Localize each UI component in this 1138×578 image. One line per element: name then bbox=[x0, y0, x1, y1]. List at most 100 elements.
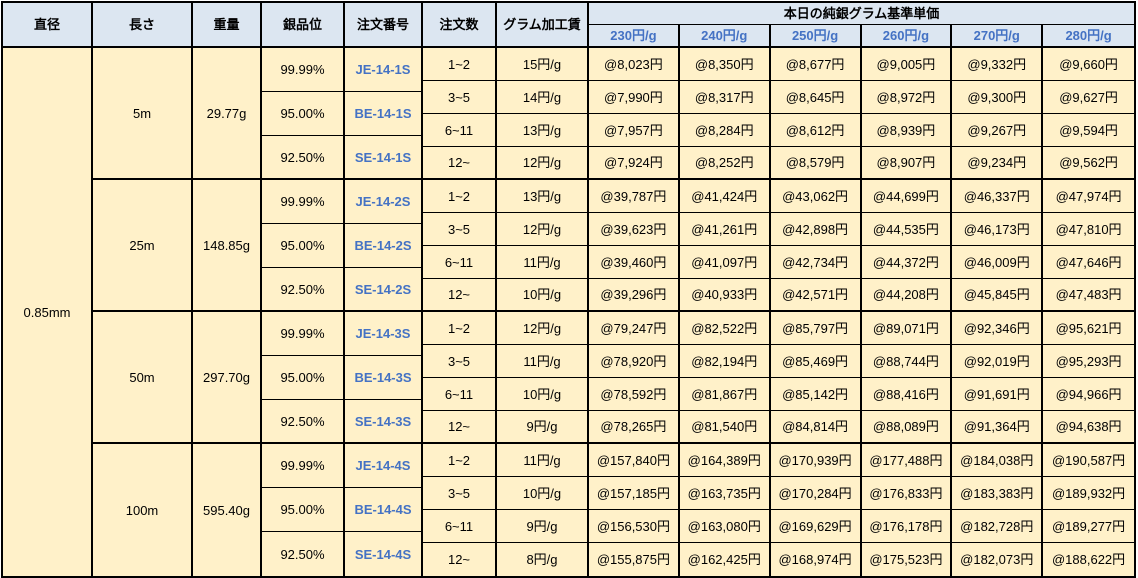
price-cell: @168,974円 bbox=[770, 543, 862, 576]
order-no-cell: SE-14-1S bbox=[345, 136, 423, 180]
weight-cell: 148.85g bbox=[193, 180, 262, 312]
price-cell: @47,810円 bbox=[1043, 213, 1134, 246]
price-cell: @9,267円 bbox=[952, 114, 1044, 147]
purity-cell: 99.99% bbox=[262, 312, 345, 356]
price-cell: @47,483円 bbox=[1043, 279, 1134, 312]
price-cell: @189,932円 bbox=[1043, 477, 1134, 510]
qty-cell: 6~11 bbox=[423, 246, 497, 279]
price-cell: @41,424円 bbox=[679, 180, 771, 213]
price-cell: @176,178円 bbox=[861, 510, 953, 543]
price-cell: @85,142円 bbox=[770, 378, 862, 411]
col-header-purity: 銀品位 bbox=[262, 3, 345, 48]
price-cell: @47,974円 bbox=[1043, 180, 1134, 213]
price-cell: @177,488円 bbox=[861, 444, 953, 477]
fee-cell: 11円/g bbox=[497, 345, 589, 378]
fee-cell: 10円/g bbox=[497, 477, 589, 510]
length-cell: 5m bbox=[93, 48, 193, 180]
price-cell: @47,646円 bbox=[1043, 246, 1134, 279]
order-no-cell: JE-14-3S bbox=[345, 312, 423, 356]
price-cell: @85,797円 bbox=[770, 312, 862, 345]
qty-cell: 12~ bbox=[423, 279, 497, 312]
order-no-cell: BE-14-2S bbox=[345, 224, 423, 268]
price-cell: @8,252円 bbox=[679, 147, 771, 180]
price-cell: @9,005円 bbox=[861, 48, 953, 81]
price-col-header-2: 250円/g bbox=[770, 25, 862, 48]
qty-cell: 6~11 bbox=[423, 378, 497, 411]
order-no-cell: BE-14-3S bbox=[345, 356, 423, 400]
price-cell: @8,612円 bbox=[770, 114, 862, 147]
price-col-header-3: 260円/g bbox=[861, 25, 953, 48]
fee-cell: 11円/g bbox=[497, 444, 589, 477]
price-cell: @8,284円 bbox=[679, 114, 771, 147]
order-no-cell: JE-14-2S bbox=[345, 180, 423, 224]
col-header-weight: 重量 bbox=[193, 3, 262, 48]
price-cell: @190,587円 bbox=[1043, 444, 1134, 477]
qty-cell: 1~2 bbox=[423, 444, 497, 477]
col-header-gram-fee: グラム加工賃 bbox=[497, 3, 589, 48]
price-cell: @8,579円 bbox=[770, 147, 862, 180]
price-cell: @9,332円 bbox=[952, 48, 1044, 81]
price-cell: @45,845円 bbox=[952, 279, 1044, 312]
price-cell: @89,071円 bbox=[861, 312, 953, 345]
fee-cell: 10円/g bbox=[497, 378, 589, 411]
price-cell: @82,194円 bbox=[679, 345, 771, 378]
purity-cell: 92.50% bbox=[262, 400, 345, 444]
price-cell: @78,265円 bbox=[589, 411, 680, 444]
price-cell: @183,383円 bbox=[952, 477, 1044, 510]
price-cell: @42,571円 bbox=[770, 279, 862, 312]
price-cell: @8,677円 bbox=[770, 48, 862, 81]
order-no-cell: JE-14-4S bbox=[345, 444, 423, 488]
price-cell: @9,300円 bbox=[952, 81, 1044, 114]
price-cell: @92,019円 bbox=[952, 345, 1044, 378]
price-cell: @7,957円 bbox=[589, 114, 680, 147]
price-cell: @8,645円 bbox=[770, 81, 862, 114]
price-cell: @169,629円 bbox=[770, 510, 862, 543]
fee-cell: 9円/g bbox=[497, 411, 589, 444]
col-header-length: 長さ bbox=[93, 3, 193, 48]
price-group-header: 本日の純銀グラム基準単価 bbox=[589, 3, 1134, 25]
purity-cell: 99.99% bbox=[262, 180, 345, 224]
fee-cell: 12円/g bbox=[497, 312, 589, 345]
qty-cell: 1~2 bbox=[423, 312, 497, 345]
col-header-order-no: 注文番号 bbox=[345, 3, 423, 48]
price-cell: @46,009円 bbox=[952, 246, 1044, 279]
price-col-header-0: 230円/g bbox=[589, 25, 680, 48]
price-cell: @43,062円 bbox=[770, 180, 862, 213]
fee-cell: 9円/g bbox=[497, 510, 589, 543]
price-cell: @163,080円 bbox=[679, 510, 771, 543]
price-cell: @9,660円 bbox=[1043, 48, 1134, 81]
length-cell: 100m bbox=[93, 444, 193, 576]
price-cell: @7,924円 bbox=[589, 147, 680, 180]
price-cell: @182,073円 bbox=[952, 543, 1044, 576]
price-cell: @88,744円 bbox=[861, 345, 953, 378]
price-cell: @8,939円 bbox=[861, 114, 953, 147]
price-cell: @184,038円 bbox=[952, 444, 1044, 477]
price-cell: @182,728円 bbox=[952, 510, 1044, 543]
price-cell: @88,416円 bbox=[861, 378, 953, 411]
price-col-header-1: 240円/g bbox=[679, 25, 771, 48]
price-cell: @156,530円 bbox=[589, 510, 680, 543]
qty-cell: 12~ bbox=[423, 147, 497, 180]
order-no-cell: BE-14-4S bbox=[345, 488, 423, 532]
price-cell: @46,337円 bbox=[952, 180, 1044, 213]
qty-cell: 3~5 bbox=[423, 213, 497, 246]
price-cell: @9,627円 bbox=[1043, 81, 1134, 114]
qty-cell: 6~11 bbox=[423, 510, 497, 543]
purity-cell: 92.50% bbox=[262, 268, 345, 312]
purity-cell: 92.50% bbox=[262, 136, 345, 180]
price-cell: @41,261円 bbox=[679, 213, 771, 246]
qty-cell: 12~ bbox=[423, 411, 497, 444]
price-cell: @81,867円 bbox=[679, 378, 771, 411]
price-cell: @81,540円 bbox=[679, 411, 771, 444]
price-cell: @176,833円 bbox=[861, 477, 953, 510]
fee-cell: 11円/g bbox=[497, 246, 589, 279]
price-cell: @44,372円 bbox=[861, 246, 953, 279]
purity-cell: 95.00% bbox=[262, 92, 345, 136]
price-cell: @164,389円 bbox=[679, 444, 771, 477]
col-header-order-qty: 注文数 bbox=[423, 3, 497, 48]
price-cell: @42,734円 bbox=[770, 246, 862, 279]
price-cell: @78,920円 bbox=[589, 345, 680, 378]
price-cell: @79,247円 bbox=[589, 312, 680, 345]
price-cell: @78,592円 bbox=[589, 378, 680, 411]
